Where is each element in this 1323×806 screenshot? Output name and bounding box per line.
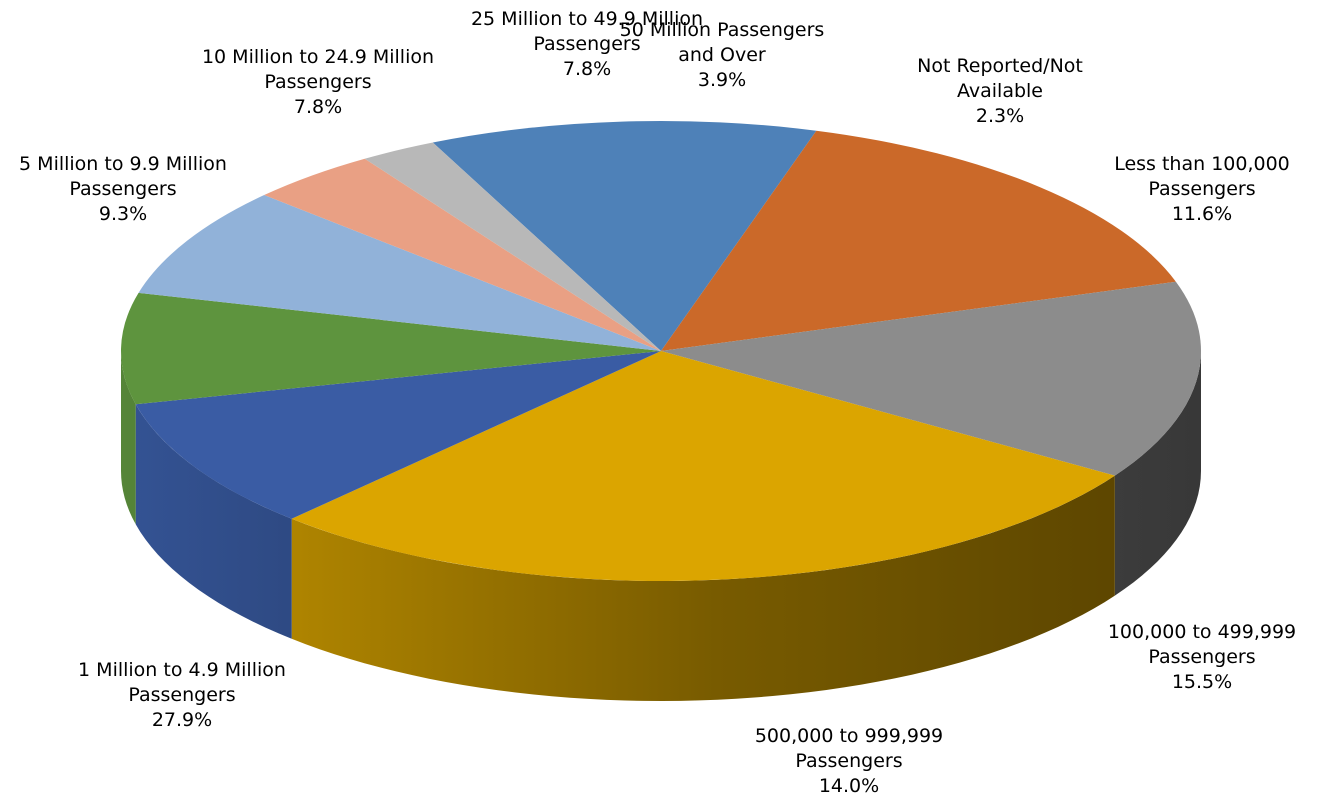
slice-category-label: Passengers [1148,178,1255,200]
pie-slice [264,158,661,351]
slice-category-label: 25 Million to 49.9 Million [471,8,703,30]
pie-side-walls [121,351,1201,701]
slice-percent-label: 2.3% [976,105,1024,127]
slice-category-label: Passengers [1148,646,1255,668]
slice-label: Less than 100,000 Passengers 11.6% [1114,153,1290,225]
slice-percent-label: 7.8% [294,96,342,118]
slice-category-label: 5 Million to 9.9 Million [19,153,227,175]
slice-category-label: Not Reported/Not [917,55,1083,77]
slice-category-label: 1 Million to 4.9 Million [78,659,286,681]
slice-category-label: Passengers [264,71,371,93]
slice-label: Not Reported/Not Available 2.3% [917,55,1083,127]
slice-category-label: 500,000 to 999,999 [755,725,943,747]
slice-label: 1 Million to 4.9 Million Passengers 27.9% [78,659,286,731]
slice-category-label: 100,000 to 499,999 [1108,621,1296,643]
pie-slice-side [121,351,136,525]
slice-label: 50 Million Passengers and Over 3.9% [620,19,825,91]
slice-percent-label: 9.3% [99,203,147,225]
slice-percent-label: 3.9% [698,69,746,91]
slice-percent-label: 14.0% [819,775,879,797]
slice-category-label: Passengers [533,33,640,55]
slice-percent-label: 27.9% [152,709,212,731]
pie-slice-side [1114,351,1201,596]
pie-slice [120,292,662,405]
slice-label: 500,000 to 999,999 Passengers 14.0% [755,725,943,797]
slice-label: 100,000 to 499,999 Passengers 15.5% [1108,621,1296,693]
slice-category-label: 50 Million Passengers [620,19,825,41]
slice-label: 5 Million to 9.9 Million Passengers 9.3% [19,153,227,225]
slice-percent-label: 7.8% [563,58,611,80]
pie-slice-side [135,404,292,639]
pie-slice [661,130,1176,351]
pie-slice [135,351,661,519]
slice-percent-label: 11.6% [1172,203,1232,225]
slice-category-label: Passengers [795,750,902,772]
pie-top-faces [120,120,1201,581]
pie-slice [661,281,1201,476]
slice-percent-label: 15.5% [1172,671,1232,693]
slice-category-label: Less than 100,000 [1114,153,1290,175]
slice-category-label: Available [957,80,1043,102]
slice-category-label: Passengers [128,684,235,706]
slice-category-label: and Over [678,44,766,66]
pie-slice [291,351,1115,581]
slice-category-label: 10 Million to 24.9 Million [202,46,434,68]
pie-slice-side [291,475,1115,701]
pie-labels: Less than 100,000 Passengers 11.6% 100,000 … [19,8,1296,797]
slice-label: 25 Million to 49.9 Million Passengers 7.8% [471,8,703,80]
pie-slice [432,120,817,351]
slice-label: 10 Million to 24.9 Million Passengers 7.8% [202,46,434,118]
pie-slice [138,195,661,351]
slice-category-label: Passengers [69,178,176,200]
pie-slice [364,142,661,351]
